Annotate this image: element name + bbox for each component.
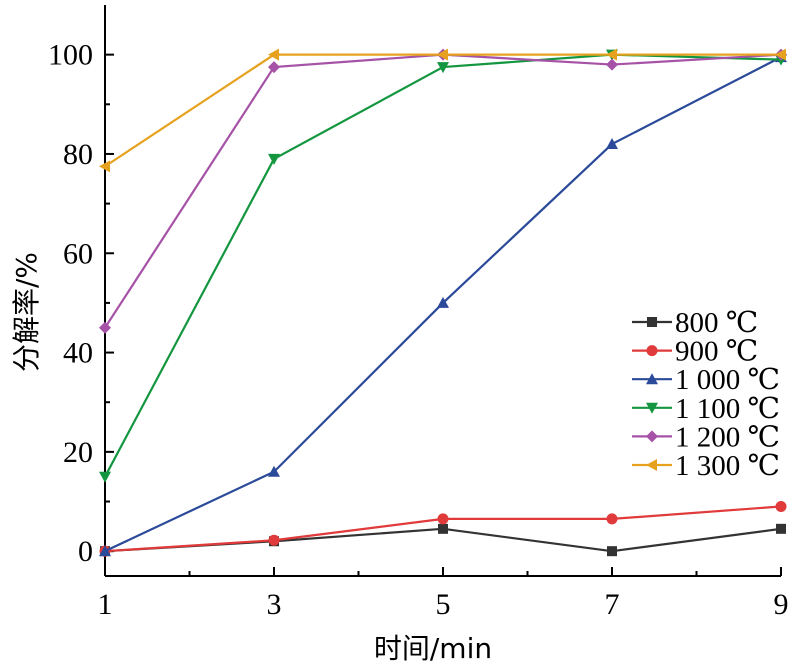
x-axis-label: 时间/min — [374, 632, 492, 665]
legend-item: 1 000 ℃ — [632, 364, 780, 396]
y-tick-label: 20 — [63, 436, 93, 469]
series-6 — [99, 48, 786, 173]
y-tick-label: 80 — [63, 138, 93, 171]
legend-label: 1 200 ℃ — [675, 421, 780, 453]
data-point — [268, 153, 280, 165]
data-point — [99, 321, 111, 334]
x-tick-label: 1 — [98, 588, 113, 621]
legend-label: 1 000 ℃ — [675, 364, 780, 396]
legend-marker — [646, 345, 658, 357]
data-point — [437, 513, 449, 525]
data-point — [437, 48, 448, 61]
data-point — [437, 62, 449, 74]
data-series — [99, 48, 787, 557]
data-point — [437, 296, 449, 308]
series-5 — [99, 48, 787, 334]
data-point — [268, 534, 280, 546]
data-point — [99, 545, 111, 557]
legend-marker — [646, 430, 658, 443]
axes — [104, 5, 782, 577]
legend-item: 1 100 ℃ — [632, 393, 780, 425]
data-point — [268, 61, 280, 74]
data-point — [99, 471, 111, 483]
y-axis-label: 分解率/% — [10, 252, 43, 372]
data-point — [606, 138, 618, 150]
series-1 — [100, 523, 786, 557]
y-tick-label: 40 — [63, 337, 93, 370]
legend-marker — [646, 459, 657, 471]
data-point — [438, 523, 448, 534]
data-point — [607, 546, 617, 557]
legend-marker — [646, 373, 658, 385]
data-point — [606, 513, 618, 525]
data-point — [775, 48, 786, 61]
y-tick-label: 60 — [63, 237, 93, 270]
legend-marker — [646, 402, 658, 414]
x-tick-label: 7 — [605, 588, 620, 621]
y-tick-label: 0 — [78, 535, 93, 568]
legend-label: 1 100 ℃ — [675, 393, 780, 425]
x-tick-label: 9 — [774, 588, 789, 621]
data-point — [606, 58, 618, 71]
legend-item: 900 ℃ — [632, 336, 758, 368]
legend-label: 1 300 ℃ — [675, 450, 780, 482]
legend-item: 1 300 ℃ — [632, 450, 780, 482]
data-point — [268, 465, 280, 477]
legend-item: 1 200 ℃ — [632, 421, 780, 453]
data-point — [99, 160, 110, 173]
legend-marker — [647, 317, 657, 327]
data-point — [606, 48, 617, 61]
data-point — [776, 523, 786, 534]
data-point — [268, 48, 279, 61]
data-point — [775, 500, 787, 512]
x-tick-label: 3 — [267, 588, 282, 621]
y-tick-label: 100 — [48, 39, 93, 72]
x-tick-label: 5 — [436, 588, 451, 621]
legend-item: 800 ℃ — [632, 307, 758, 339]
tick-labels: 0 20 40 60 80 100 1 3 5 7 9 — [48, 39, 789, 621]
legend-label: 800 ℃ — [675, 307, 758, 339]
legend-label: 900 ℃ — [675, 336, 758, 368]
